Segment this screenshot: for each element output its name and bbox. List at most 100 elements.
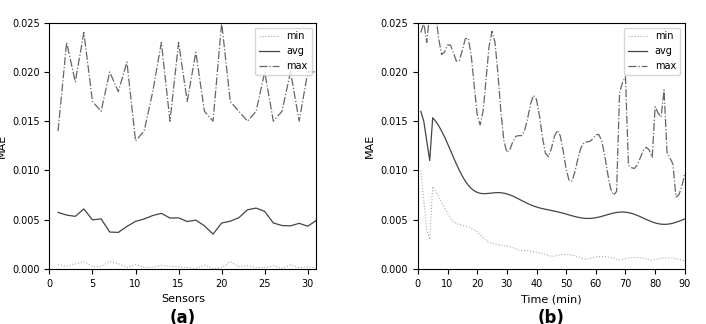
avg	[295, 221, 304, 225]
min	[244, 264, 252, 268]
max	[148, 90, 157, 94]
min	[217, 266, 226, 270]
avg	[183, 220, 191, 224]
max	[157, 40, 166, 44]
max	[174, 40, 183, 44]
avg	[244, 208, 252, 212]
max	[226, 99, 234, 103]
avg	[209, 232, 217, 236]
min	[209, 267, 217, 271]
min	[269, 264, 277, 268]
avg	[312, 218, 321, 222]
avg	[123, 225, 131, 228]
avg	[131, 219, 140, 223]
max	[269, 119, 277, 123]
min	[642, 257, 650, 261]
Text: (b): (b)	[538, 309, 565, 324]
max	[71, 80, 80, 84]
max	[639, 149, 647, 153]
min	[496, 243, 505, 247]
avg	[54, 210, 62, 214]
avg	[636, 215, 645, 219]
avg	[234, 216, 243, 220]
avg	[452, 162, 460, 166]
min	[54, 262, 62, 266]
Text: (a): (a)	[170, 309, 196, 324]
max	[54, 129, 62, 133]
X-axis label: Time (min): Time (min)	[521, 294, 582, 304]
min	[287, 263, 295, 267]
avg	[217, 221, 226, 225]
avg	[62, 213, 71, 217]
max	[62, 40, 71, 44]
avg	[114, 230, 123, 234]
Line: avg: avg	[421, 111, 685, 224]
Y-axis label: MAE: MAE	[365, 134, 375, 158]
min	[166, 264, 174, 268]
max	[140, 129, 148, 133]
Y-axis label: MAE: MAE	[0, 134, 6, 158]
max	[500, 139, 508, 143]
max	[426, 11, 434, 15]
min	[636, 256, 645, 260]
max	[261, 70, 269, 74]
max	[645, 148, 654, 152]
avg	[148, 214, 157, 217]
avg	[269, 221, 277, 225]
max	[244, 119, 252, 123]
min	[183, 266, 191, 270]
max	[287, 70, 295, 74]
min	[452, 222, 460, 226]
max	[312, 70, 321, 74]
avg	[417, 110, 425, 113]
min	[148, 265, 157, 269]
max	[123, 60, 131, 64]
max	[97, 110, 105, 113]
min	[97, 265, 105, 269]
avg	[201, 224, 209, 228]
min	[191, 267, 200, 271]
avg	[80, 207, 88, 211]
avg	[304, 224, 312, 228]
min	[669, 256, 677, 260]
min	[123, 265, 131, 269]
min	[131, 262, 140, 266]
min	[62, 264, 71, 268]
min	[417, 168, 425, 172]
min	[234, 265, 243, 269]
min	[312, 266, 321, 270]
avg	[88, 218, 97, 222]
min	[71, 262, 80, 266]
min	[157, 263, 166, 267]
Legend: min, avg, max: min, avg, max	[256, 28, 311, 75]
max	[417, 30, 425, 34]
max	[455, 59, 464, 63]
max	[183, 99, 191, 103]
Line: max: max	[58, 23, 316, 141]
max	[304, 70, 312, 74]
avg	[174, 216, 183, 220]
avg	[105, 230, 114, 234]
max	[191, 50, 200, 54]
min	[174, 265, 183, 269]
Legend: min, avg, max: min, avg, max	[623, 28, 680, 75]
max	[217, 21, 226, 25]
min	[681, 259, 689, 263]
max	[295, 119, 304, 123]
min	[201, 263, 209, 267]
max	[252, 110, 261, 113]
min	[304, 265, 312, 269]
max	[675, 193, 683, 197]
avg	[660, 222, 669, 226]
min	[140, 265, 148, 269]
avg	[97, 217, 105, 221]
Line: min: min	[58, 261, 316, 269]
avg	[191, 218, 200, 222]
avg	[277, 224, 286, 227]
avg	[166, 216, 174, 220]
X-axis label: Sensors: Sensors	[161, 294, 205, 304]
avg	[642, 217, 650, 221]
max	[131, 139, 140, 143]
min	[601, 255, 609, 259]
min	[277, 267, 286, 271]
